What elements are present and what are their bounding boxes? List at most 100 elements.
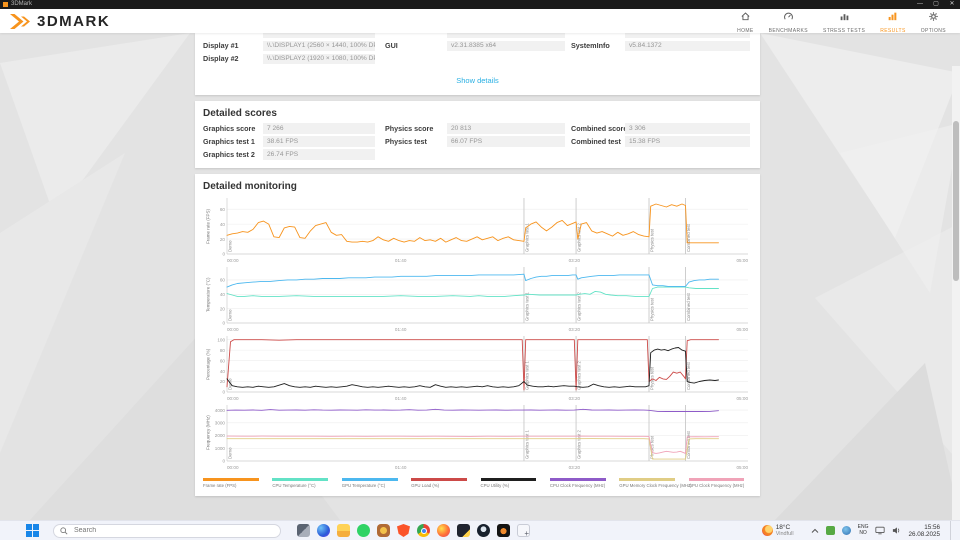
firefox-icon[interactable]: [437, 524, 450, 537]
svg-text:00:00: 00:00: [227, 465, 239, 470]
chrome-icon[interactable]: [417, 524, 430, 537]
svg-text:05:00: 05:00: [737, 258, 749, 263]
chart-ylabel: Frame rate (FPS): [205, 208, 211, 244]
game-icon[interactable]: [497, 524, 510, 537]
svg-text:05:00: 05:00: [737, 396, 749, 401]
whatsapp-icon[interactable]: [357, 524, 370, 537]
search-icon: [60, 526, 68, 535]
weather-widget[interactable]: 18°C Vindfull: [761, 523, 794, 537]
tray-app-icon-blue[interactable]: [841, 526, 851, 535]
gui-value: v2.31.8385 x64: [447, 41, 565, 51]
benchmarks-icon: [783, 9, 794, 27]
task-view-icon[interactable]: [297, 524, 310, 537]
start-button[interactable]: [26, 524, 39, 537]
cut-value-box: [447, 33, 565, 38]
svg-text:Physics test: Physics test: [650, 297, 655, 321]
chart-frame-rate: Frame rate (FPS) 0 20 40 60 Demo Graphics test…: [203, 198, 752, 265]
svg-text:01:40: 01:40: [395, 465, 407, 470]
svg-text:01:40: 01:40: [395, 396, 407, 401]
score-label: Physics score: [385, 124, 434, 133]
legend-label: GPU Load (%): [411, 483, 440, 488]
nav-results[interactable]: RESULTS: [880, 9, 906, 34]
steam-icon[interactable]: [477, 524, 490, 537]
nav-options[interactable]: OPTIONS: [921, 9, 946, 34]
nav-stress-tests[interactable]: STRESS TESTS: [823, 9, 865, 34]
snipping-icon[interactable]: [517, 524, 530, 538]
taskbar-search[interactable]: [53, 523, 281, 538]
weather-desc: Vindfull: [775, 530, 794, 537]
legend-item: GPU Memory Clock Frequency (MHz): [619, 478, 692, 488]
svg-text:01:40: 01:40: [395, 327, 407, 332]
legend-label: CPU Utility (%): [480, 483, 510, 488]
show-details: Show details: [195, 64, 760, 95]
weather-temp: 18°C: [775, 523, 791, 531]
close-icon[interactable]: ✕: [949, 1, 955, 7]
detailed-scores-title: Detailed scores: [203, 108, 277, 119]
score-value: 3 306: [625, 123, 750, 134]
legend-swatch: [341, 478, 398, 481]
display2-value: \\.\DISPLAY2 (1920 × 1080, 100% DPI scal…: [263, 54, 375, 64]
nav-benchmarks[interactable]: BENCHMARKS: [769, 9, 808, 34]
nav-home[interactable]: HOME: [737, 9, 754, 34]
nav-label: RESULTS: [880, 27, 906, 34]
svg-text:Graphics test 1: Graphics test 1: [524, 291, 529, 321]
gui-label: GUI: [385, 41, 398, 50]
display1-label: Display #1: [203, 41, 239, 50]
legend-item: Frame rate (FPS): [203, 478, 266, 488]
svg-text:Combined test: Combined test: [686, 430, 691, 459]
vertical-scrollbar[interactable]: [952, 66, 960, 520]
3dmark-logo-icon: [10, 13, 30, 29]
taskbar-clock[interactable]: 15:56 26.08.2025: [908, 524, 940, 538]
legend-item: GPU Temperature (°C): [341, 478, 405, 488]
show-desktop-button[interactable]: [950, 520, 954, 540]
copilot-icon[interactable]: [317, 524, 330, 537]
detailed-monitoring-title: Detailed monitoring: [203, 181, 297, 192]
svg-text:Graphics test 2: Graphics test 2: [577, 360, 582, 390]
minimize-icon[interactable]: —: [917, 1, 923, 7]
system-info-card: Display #1 \\.\DISPLAY1 (2560 × 1440, 10…: [195, 33, 760, 95]
svg-text:20: 20: [220, 379, 226, 384]
svg-text:05:00: 05:00: [737, 465, 749, 470]
tray-app-icon-green[interactable]: [825, 526, 835, 535]
svg-text:01:40: 01:40: [395, 258, 407, 263]
svg-text:Combined test: Combined test: [686, 361, 691, 390]
svg-text:Physics test: Physics test: [650, 435, 655, 459]
window-title: 3DMark: [11, 1, 33, 7]
svg-text:0: 0: [222, 459, 225, 464]
score-value: 26.74 FPS: [263, 149, 375, 160]
svg-text:03:20: 03:20: [569, 396, 581, 401]
show-details-link[interactable]: Show details: [456, 76, 499, 85]
svg-text:100: 100: [217, 337, 225, 342]
display-tray-icon[interactable]: [875, 526, 886, 535]
svg-text:00:00: 00:00: [227, 327, 239, 332]
taskbar-app-icons: [297, 524, 530, 538]
file-explorer-icon[interactable]: [337, 524, 350, 537]
logo-text: 3DMARK: [37, 12, 111, 30]
maximize-icon[interactable]: ▢: [933, 1, 939, 7]
svg-text:0: 0: [222, 252, 225, 257]
svg-text:Graphics test 2: Graphics test 2: [577, 291, 582, 321]
language-indicator[interactable]: ENG NO: [858, 524, 869, 536]
legend-item: CPU Temperature (°C): [272, 478, 335, 488]
scrollbar-thumb[interactable]: [953, 121, 959, 281]
photos-icon[interactable]: [377, 524, 390, 537]
svg-text:00:00: 00:00: [227, 396, 239, 401]
legend-swatch: [411, 478, 467, 481]
brave-icon[interactable]: [397, 524, 410, 537]
volume-icon[interactable]: [892, 526, 901, 535]
svg-text:Graphics test 2: Graphics test 2: [577, 429, 582, 459]
main-nav: HOME BENCHMARKS STRESS TESTS RESULTS OPTIONS: [737, 9, 960, 34]
legend-swatch: [203, 478, 259, 481]
files-dark-icon[interactable]: [457, 524, 470, 537]
detailed-monitoring-card: Detailed monitoring Frame rate (FPS) 0 20 4…: [195, 174, 760, 496]
svg-text:60: 60: [220, 278, 226, 283]
tray-expand-icon[interactable]: [811, 528, 819, 534]
chart-ylabel: Percentage (%): [205, 348, 211, 380]
svg-text:Graphics test 1: Graphics test 1: [524, 360, 529, 390]
detailed-scores-card: Detailed scores Graphics score 7 266 Graph…: [195, 101, 760, 168]
search-input[interactable]: [72, 526, 256, 535]
score-value: 20 813: [447, 123, 565, 134]
systeminfo-label: SystemInfo: [571, 41, 610, 50]
svg-text:00:00: 00:00: [227, 258, 239, 263]
legend-swatch: [688, 478, 745, 481]
